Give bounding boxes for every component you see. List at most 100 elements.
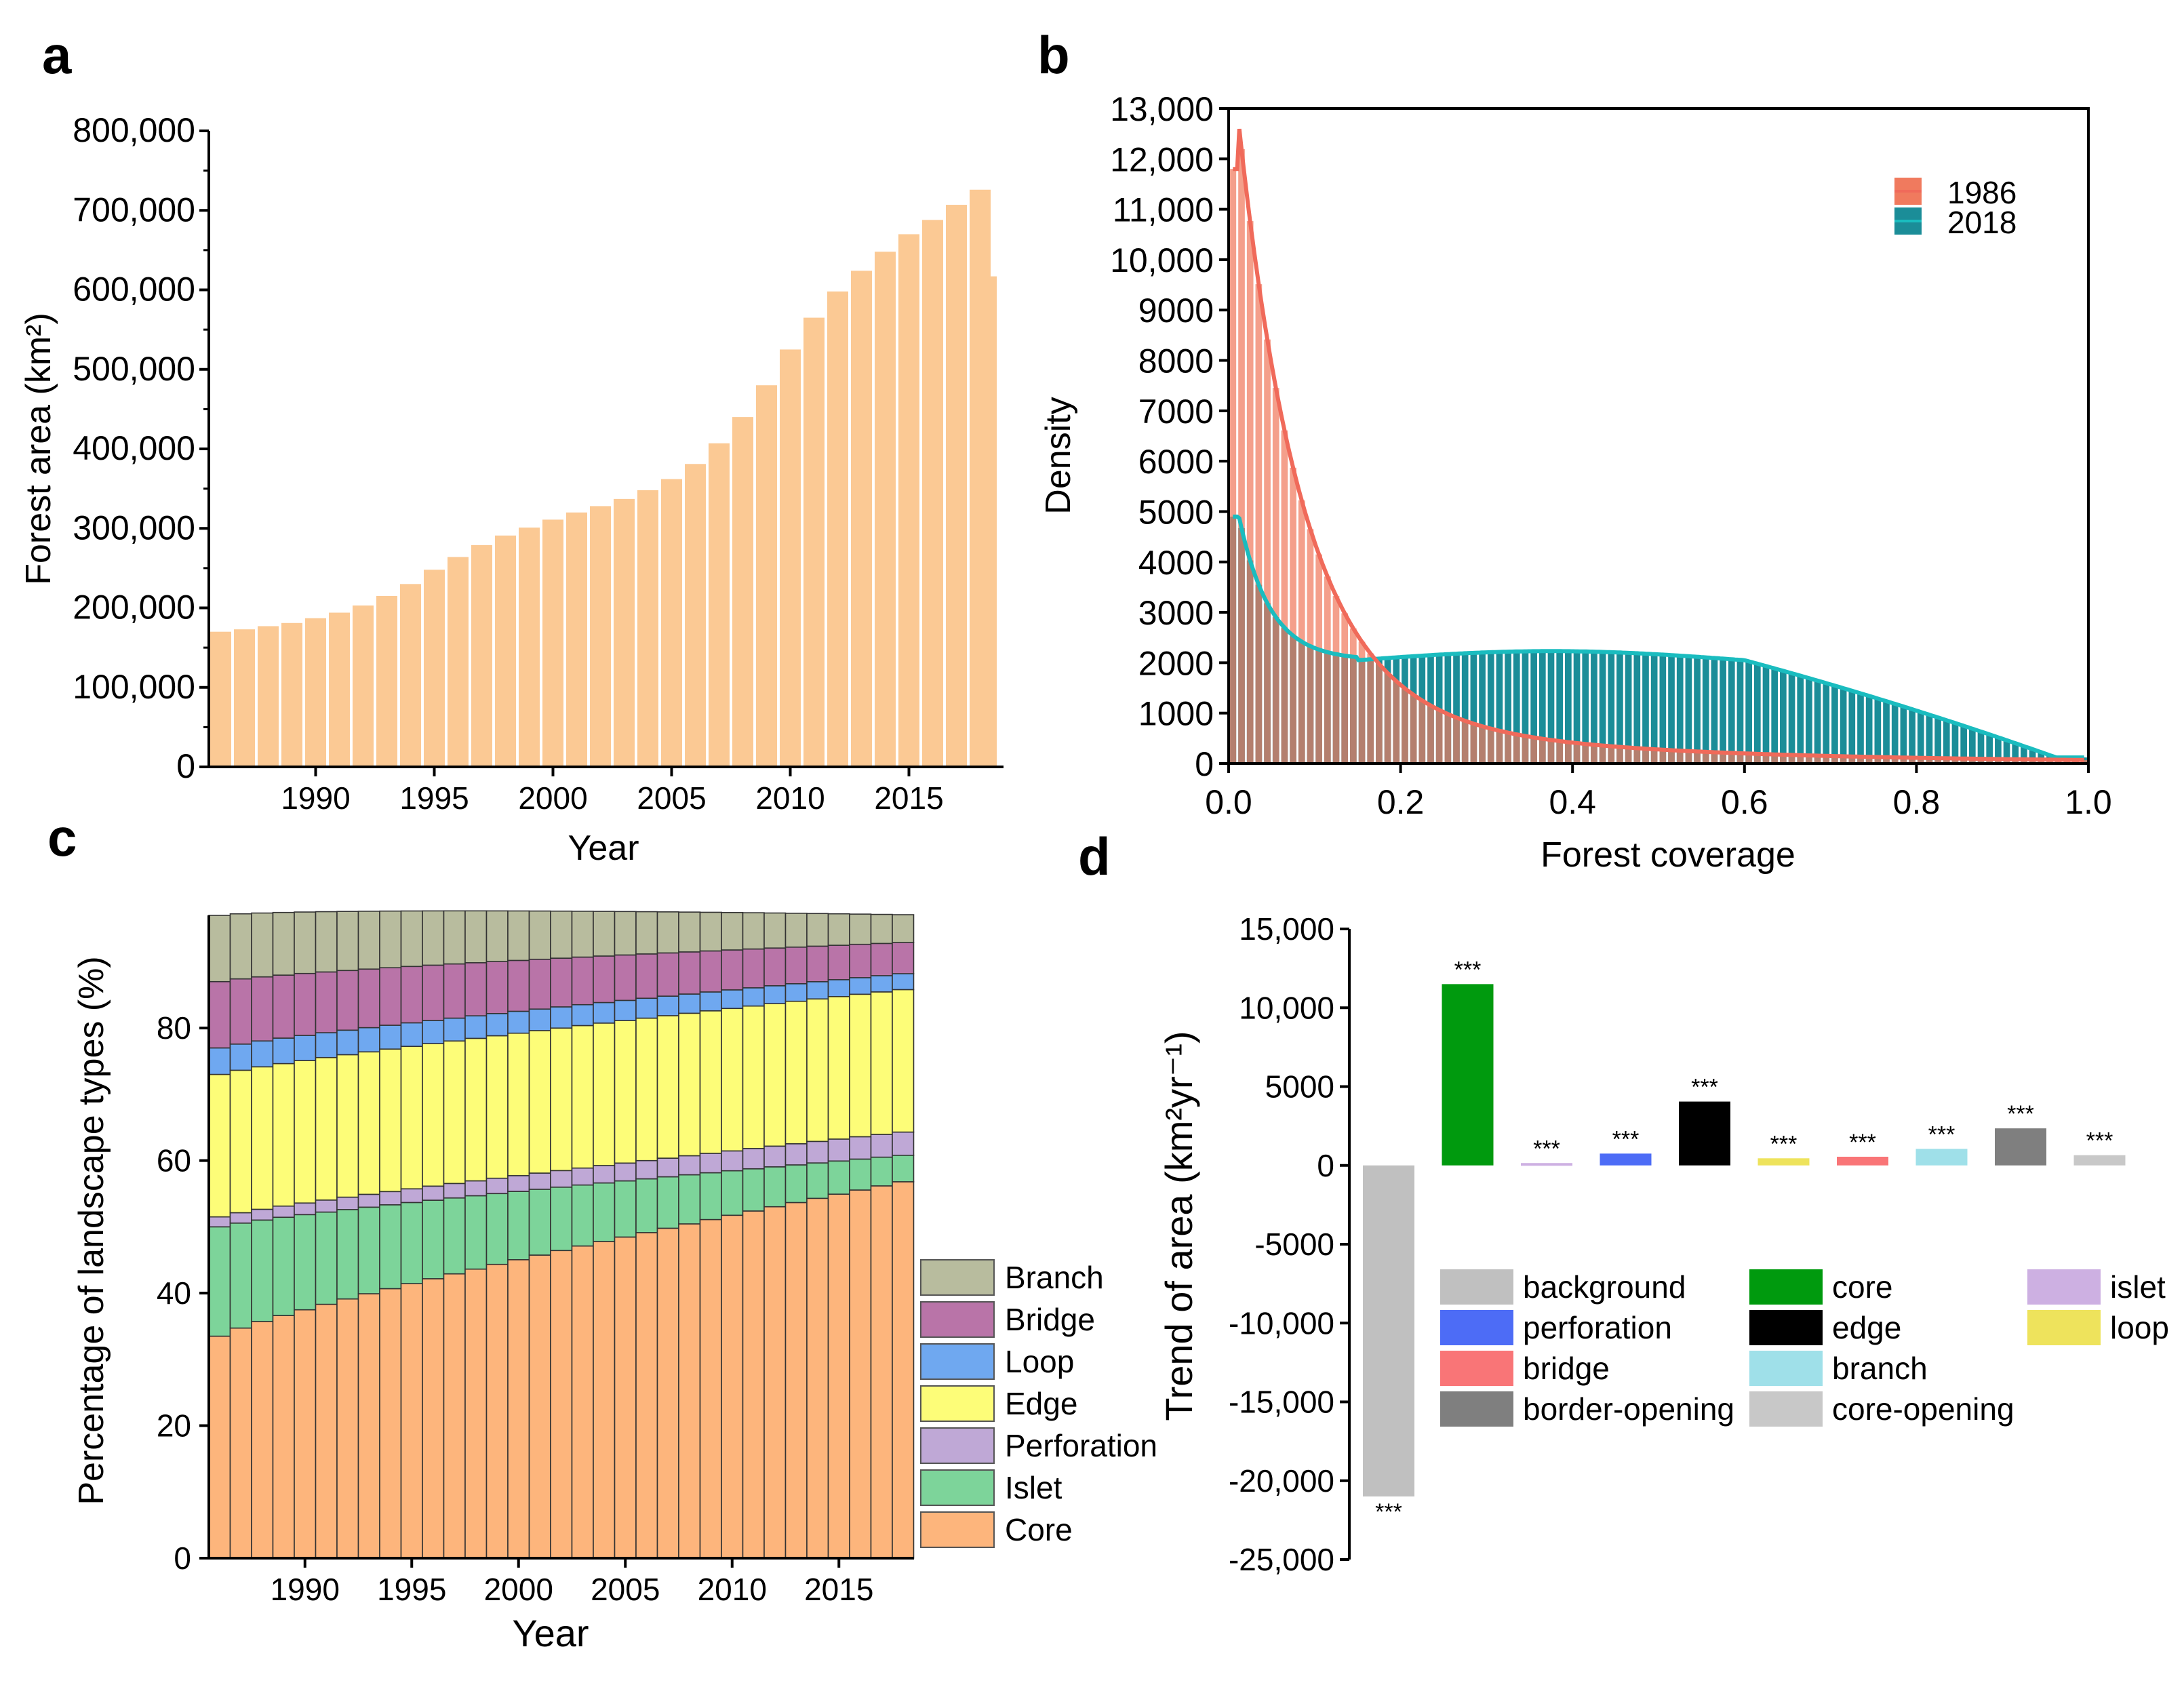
legend-label-loop-d: loop <box>2110 1310 2169 1345</box>
bar-c-core-1991 <box>315 1303 338 1559</box>
legend-label-background: background <box>1523 1269 1686 1305</box>
xtick-label-a: 1990 <box>281 780 350 816</box>
chart-a: 0 100,000 200,000 300,000 400,000 500,000 600,… <box>19 111 1004 868</box>
bar-c-edge-1995 <box>400 1046 423 1190</box>
legend-label-bridge-d: bridge <box>1523 1351 1610 1386</box>
bar-c-branch-1998 <box>464 910 488 964</box>
bar-c-bridge-1988 <box>251 976 274 1042</box>
bar-c-core-1986 <box>208 1335 231 1559</box>
ytick-label-a: 600,000 <box>73 271 195 309</box>
bar-c-edge-2017 <box>870 991 893 1135</box>
bar-a-2002 <box>590 506 611 767</box>
bar-b-1986 <box>1264 339 1271 764</box>
legend-label-2018: 2018 <box>1947 205 2017 240</box>
bar-b-1986 <box>1229 169 1237 763</box>
bar-b-2018 <box>1444 654 1452 763</box>
bar-a-1989 <box>281 622 302 767</box>
bar-c-branch-2000 <box>507 910 530 961</box>
bar-c-edge-2007 <box>656 1015 679 1159</box>
bar-a-1995 <box>424 570 445 767</box>
bar-b-2018 <box>1926 715 1933 763</box>
ytick-label-b: 11,000 <box>1113 191 1214 229</box>
bar-c-loop-2014 <box>806 981 829 1000</box>
bar-c-bridge-1992 <box>336 970 359 1031</box>
ytick-label-a: 200,000 <box>73 589 195 627</box>
bar-b-1986 <box>1547 740 1555 763</box>
bar-c-loop-1993 <box>357 1027 380 1053</box>
bar-c-bridge-1986 <box>208 980 231 1049</box>
bar-a-2009 <box>756 385 777 767</box>
bar-b-1986 <box>1659 749 1667 763</box>
bar-b-1986 <box>1694 751 1701 763</box>
bar-c-branch-2005 <box>614 911 637 956</box>
bar-c-core-2011 <box>742 1210 765 1559</box>
bar-a-1988 <box>258 626 279 767</box>
chart-b-frame <box>1227 107 2090 765</box>
bar-d-islet <box>1521 1163 1572 1166</box>
bar-c-perforation-2005 <box>614 1162 637 1182</box>
bar-c-core-1987 <box>229 1327 252 1559</box>
chart-b-bars <box>1229 148 2088 764</box>
bar-b-2018 <box>1505 652 1511 763</box>
bar-d-background <box>1363 1165 1414 1496</box>
bar-b-2018 <box>1470 652 1477 763</box>
bar-c-branch-1988 <box>251 912 274 978</box>
xtick-label-c: 1990 <box>271 1572 340 1607</box>
bar-c-islet-1999 <box>485 1193 509 1265</box>
bar-c-islet-1989 <box>272 1216 295 1316</box>
bar-b-1986 <box>1711 752 1718 763</box>
bar-b-1986 <box>1608 746 1615 763</box>
bar-b-1986 <box>1272 388 1279 763</box>
bar-b-2018 <box>1736 660 1744 763</box>
bar-b-1986 <box>1788 755 1795 763</box>
bar-b-1986 <box>1934 758 1941 763</box>
bar-b-2018 <box>1556 651 1564 763</box>
bar-c-islet-1998 <box>464 1195 488 1270</box>
bar-b-1986 <box>1582 744 1589 763</box>
bar-c-loop-2001 <box>528 1008 551 1031</box>
bar-b-1986 <box>1332 596 1340 763</box>
sig-label-d: *** <box>1533 1136 1560 1162</box>
bar-c-loop-2017 <box>870 975 893 993</box>
bar-d-border-opening <box>1995 1128 2046 1166</box>
ytick-label-d: 0 <box>1317 1148 1334 1183</box>
bar-c-islet-1994 <box>379 1204 402 1290</box>
bar-c-edge-1997 <box>443 1040 466 1185</box>
bar-c-perforation-2017 <box>870 1134 893 1158</box>
panel-label-c: c <box>47 808 77 867</box>
ytick-label-a: 500,000 <box>73 350 195 388</box>
bar-c-edge-2012 <box>763 1003 787 1147</box>
bar-a-2000 <box>542 519 563 767</box>
bar-a-1990 <box>305 618 326 767</box>
xtick-label-b: 0.2 <box>1377 783 1425 821</box>
bar-c-core-1988 <box>251 1321 274 1559</box>
bar-b-2018 <box>1951 723 1959 763</box>
legend-label-core: Core <box>1005 1512 1073 1547</box>
bar-c-perforation-2004 <box>593 1165 616 1184</box>
bar-c-perforation-1993 <box>357 1193 380 1208</box>
bar-b-2018 <box>1616 652 1623 763</box>
bar-c-bridge-1999 <box>485 961 509 1014</box>
bar-b-2018 <box>1522 651 1529 763</box>
bar-b-2018 <box>1814 680 1821 763</box>
bar-b-2018 <box>1642 654 1649 763</box>
sig-label-d: *** <box>1454 957 1482 983</box>
bar-b-2018 <box>1582 651 1589 763</box>
bar-b-1986 <box>1246 221 1254 763</box>
bar-c-perforation-2013 <box>785 1143 808 1166</box>
bar-c-edge-1989 <box>272 1063 295 1207</box>
bar-b-1986 <box>1736 753 1744 763</box>
bar-c-edge-2015 <box>827 995 850 1140</box>
sig-label-d: *** <box>1770 1131 1798 1157</box>
bar-c-bridge-2009 <box>699 950 722 993</box>
bar-c-core-1989 <box>272 1315 295 1559</box>
bar-c-edge-2014 <box>806 998 829 1143</box>
legend-label-edge-d: edge <box>1832 1310 1901 1345</box>
bar-c-perforation-2007 <box>656 1157 679 1178</box>
bar-c-branch-2009 <box>699 911 722 952</box>
bar-c-branch-1994 <box>379 910 402 969</box>
bar-c-perforation-2014 <box>806 1140 829 1164</box>
ytick-label-d: -10,000 <box>1229 1305 1334 1341</box>
bar-b-1986 <box>1599 745 1606 763</box>
bar-b-1986 <box>1393 681 1400 763</box>
